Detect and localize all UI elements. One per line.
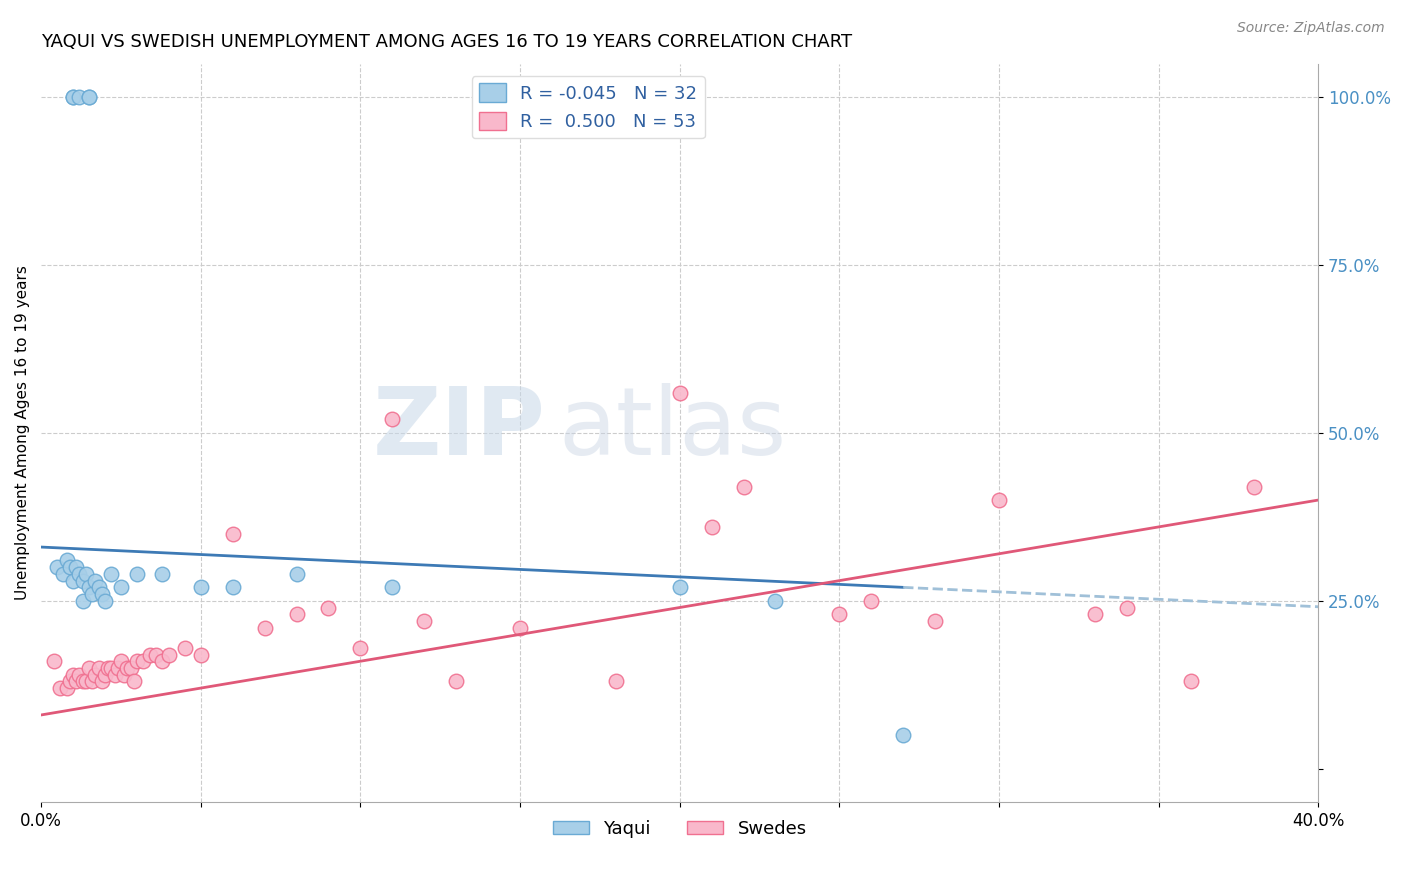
Point [62,90,84,104]
Point [120,661,142,675]
Point [87,580,110,594]
Point [891,728,914,742]
Point [668,385,690,400]
Point [110,580,132,594]
Point [52,566,75,581]
Point [42,654,65,668]
Point [509,621,531,635]
Point [381,412,404,426]
Point [90,587,112,601]
Point [1180,674,1202,689]
Point [221,526,243,541]
Legend: Yaqui, Swedes: Yaqui, Swedes [546,813,814,845]
Point [173,640,195,655]
Point [67,566,90,581]
Point [49,681,72,695]
Point [46,560,69,574]
Text: ZIP: ZIP [373,384,546,475]
Point [112,667,135,681]
Point [75,674,97,689]
Point [1243,480,1265,494]
Point [67,90,90,104]
Point [318,600,340,615]
Point [82,587,104,601]
Point [122,674,145,689]
Point [84,574,107,588]
Point [221,580,243,594]
Point [62,90,84,104]
Point [152,566,174,581]
Point [700,520,723,534]
Y-axis label: Unemployment Among Ages 16 to 19 years: Unemployment Among Ages 16 to 19 years [15,266,30,600]
Point [65,674,87,689]
Point [381,580,404,594]
Point [72,674,94,689]
Point [765,594,787,608]
Point [145,648,167,662]
Point [285,607,308,622]
Point [413,614,436,628]
Point [253,621,276,635]
Point [77,90,100,104]
Point [77,580,100,594]
Point [117,661,139,675]
Point [125,654,148,668]
Point [77,90,100,104]
Point [988,493,1011,508]
Point [72,574,94,588]
Point [138,648,160,662]
Point [733,480,755,494]
Point [668,580,690,594]
Point [100,566,122,581]
Point [157,648,180,662]
Point [77,661,100,675]
Point [1115,600,1137,615]
Text: Source: ZipAtlas.com: Source: ZipAtlas.com [1237,21,1385,35]
Point [67,667,90,681]
Point [110,654,132,668]
Point [55,553,77,567]
Text: atlas: atlas [558,384,786,475]
Point [349,640,371,655]
Point [62,574,84,588]
Point [55,681,77,695]
Point [132,654,155,668]
Point [94,667,117,681]
Point [125,566,148,581]
Point [82,674,104,689]
Point [605,674,627,689]
Point [1084,607,1107,622]
Point [107,661,129,675]
Point [100,661,122,675]
Point [828,607,851,622]
Point [90,674,112,689]
Point [65,560,87,574]
Point [860,594,883,608]
Text: YAQUI VS SWEDISH UNEMPLOYMENT AMONG AGES 16 TO 19 YEARS CORRELATION CHART: YAQUI VS SWEDISH UNEMPLOYMENT AMONG AGES… [41,33,852,51]
Point [84,667,107,681]
Point [190,648,212,662]
Point [62,667,84,681]
Point [97,661,120,675]
Point [87,661,110,675]
Point [152,654,174,668]
Point [59,674,82,689]
Point [59,560,82,574]
Point [444,674,467,689]
Point [285,566,308,581]
Point [103,667,125,681]
Point [75,566,97,581]
Point [72,594,94,608]
Point [94,594,117,608]
Point [190,580,212,594]
Point [924,614,946,628]
